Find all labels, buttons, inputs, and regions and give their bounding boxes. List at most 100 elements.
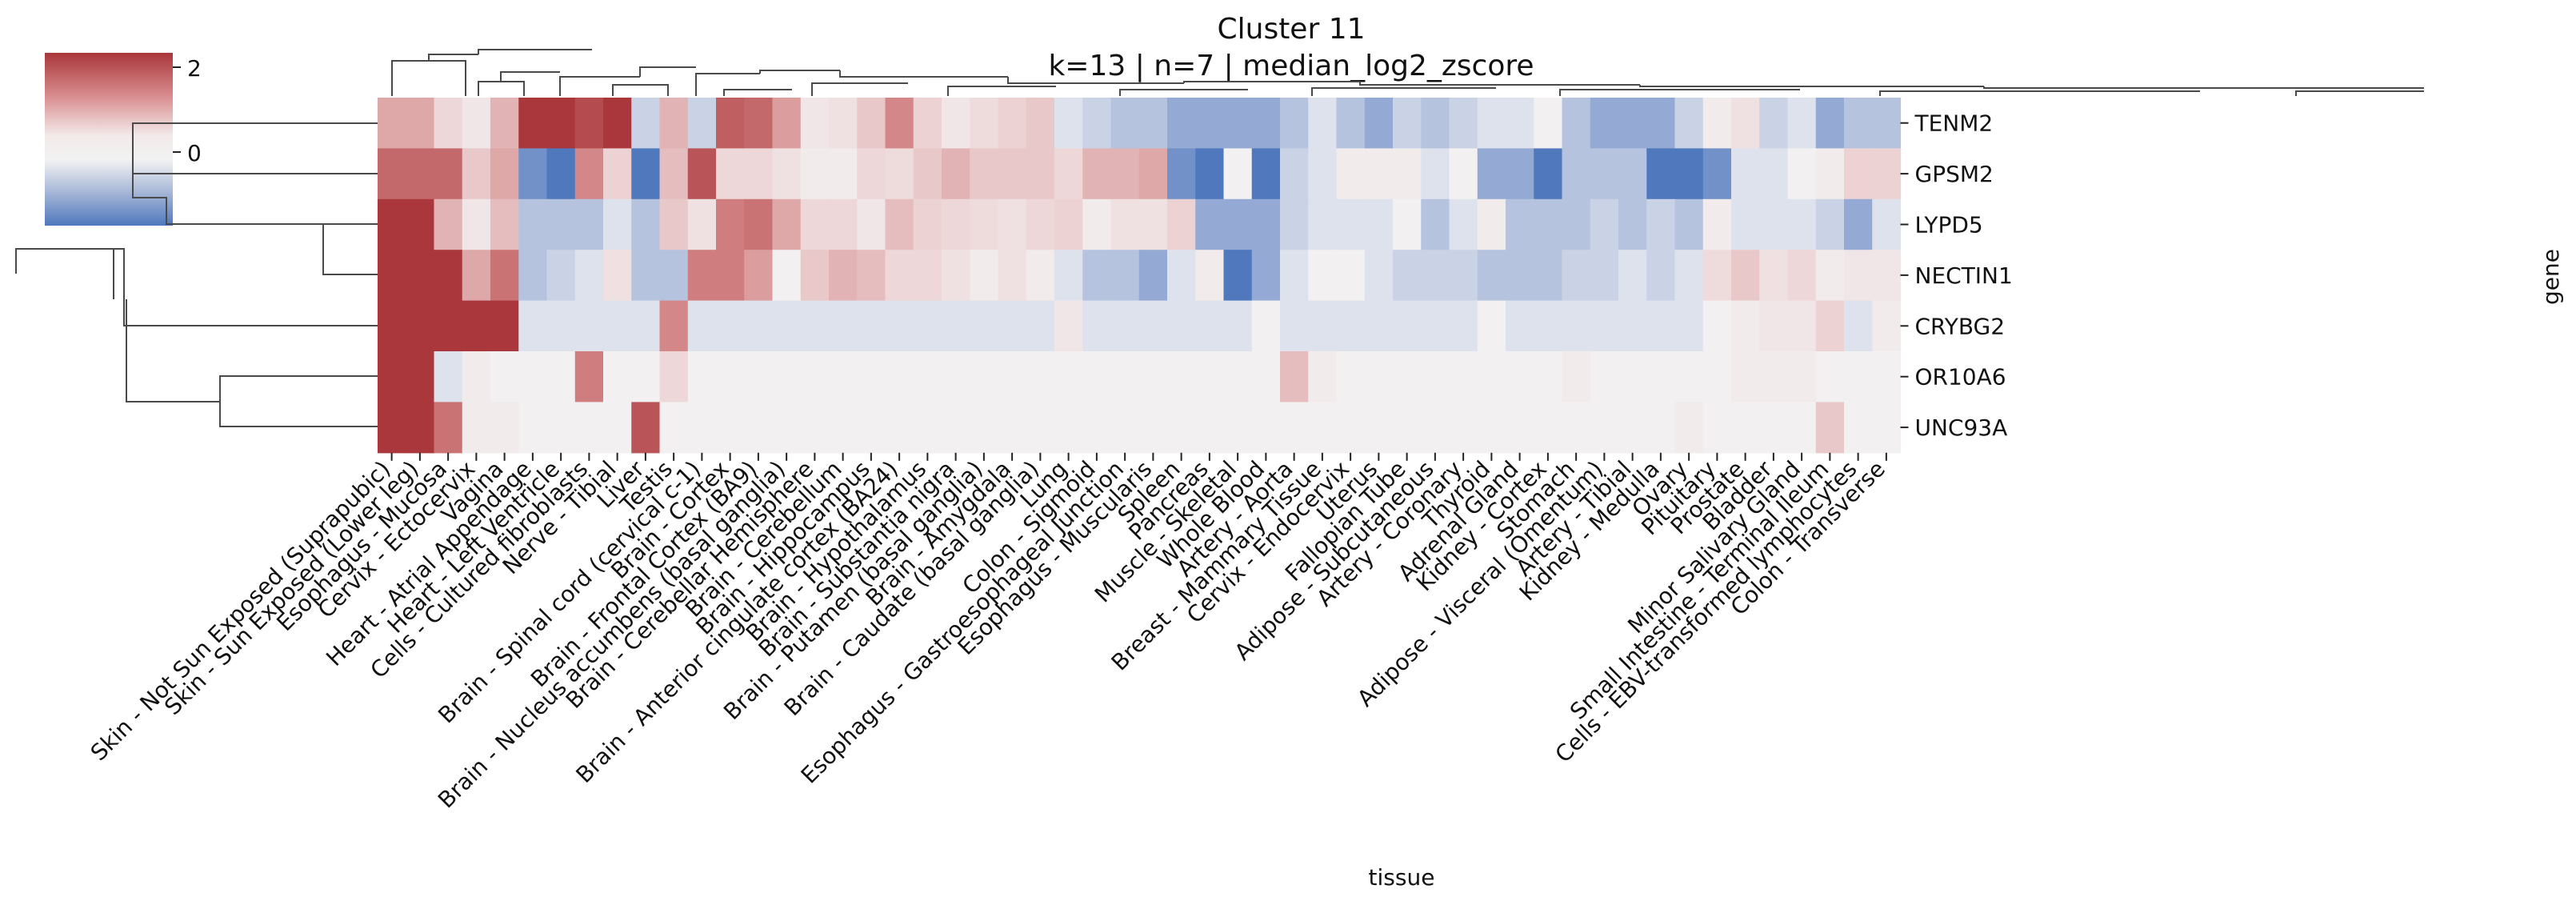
heatmap-cell (1787, 198, 1817, 250)
heatmap-cell (913, 198, 942, 250)
row-label: OR10A6 (1915, 364, 2006, 390)
heatmap-cell (1477, 300, 1506, 352)
heatmap-cell (829, 148, 858, 200)
heatmap-cell (1731, 300, 1760, 352)
heatmap-cell (603, 250, 632, 302)
heatmap-cell (1336, 402, 1366, 454)
heatmap-cell (1872, 300, 1902, 352)
heatmap-cell (1872, 402, 1902, 454)
heatmap-cell (1534, 98, 1563, 149)
heatmap-cell (829, 250, 858, 302)
heatmap-cell (490, 351, 519, 402)
heatmap-cell (885, 351, 914, 402)
heatmap-cell (829, 198, 858, 250)
heatmap-cell (1082, 198, 1112, 250)
heatmap-cell (1449, 98, 1478, 149)
heatmap-cell (1815, 148, 1845, 200)
heatmap-cell (1026, 148, 1055, 200)
heatmap-cell (1872, 351, 1902, 402)
heatmap-cell (1026, 402, 1055, 454)
heatmap-cell (1110, 300, 1140, 352)
heatmap-cell (772, 351, 802, 402)
heatmap-cell (1223, 98, 1253, 149)
heatmap-cell (687, 148, 717, 200)
heatmap-cell (998, 402, 1027, 454)
heatmap-cell (1082, 148, 1112, 200)
heatmap-cell (546, 198, 576, 250)
heatmap-cell (1844, 148, 1873, 200)
heatmap-cell (1308, 300, 1338, 352)
heatmap-cell (518, 250, 548, 302)
row-labels: TENM2 GPSM2 LYPD5 NECTIN1 CRYBG2 OR10A6 UNC93A (1900, 110, 2013, 441)
heatmap-cell (1759, 148, 1789, 200)
heatmap-cell (857, 250, 886, 302)
heatmap-cell (829, 98, 858, 149)
heatmap-cell (1364, 198, 1394, 250)
heatmap-cell (1082, 351, 1112, 402)
heatmap-cell (1167, 198, 1196, 250)
heatmap-cell (406, 300, 435, 352)
heatmap-cell (829, 300, 858, 352)
heatmap-cell (857, 300, 886, 352)
heatmap-cell (1195, 402, 1225, 454)
heatmap-cell (1562, 198, 1591, 250)
heatmap-cell (1646, 198, 1676, 250)
heatmap-cells (378, 98, 1902, 454)
heatmap-cell (406, 402, 435, 454)
heatmap-cell (1336, 250, 1366, 302)
heatmap-cell (970, 198, 999, 250)
heatmap-cell (1195, 148, 1225, 200)
heatmap-cell (1110, 198, 1140, 250)
heatmap-cell (687, 300, 717, 352)
heatmap-cell (687, 351, 717, 402)
colorbar-tick-label: 2 (187, 55, 202, 82)
heatmap-cell (1590, 198, 1619, 250)
heatmap-cell (1618, 250, 1647, 302)
heatmap-cell (885, 98, 914, 149)
heatmap-cell (659, 148, 689, 200)
heatmap-cell (1674, 250, 1704, 302)
heatmap-cell (1026, 351, 1055, 402)
heatmap-cell (772, 198, 802, 250)
chart-title: Cluster 11 (1217, 13, 1365, 46)
heatmap-cell (1787, 250, 1817, 302)
heatmap-cell (1138, 351, 1168, 402)
heatmap-cell (659, 198, 689, 250)
heatmap-cell (434, 250, 463, 302)
heatmap-cell (1449, 148, 1478, 200)
heatmap-cell (800, 402, 830, 454)
heatmap-cell (1336, 148, 1366, 200)
heatmap-cell (1674, 98, 1704, 149)
heatmap-cell (857, 198, 886, 250)
heatmap-cell (631, 300, 661, 352)
heatmap-cell (998, 351, 1027, 402)
heatmap-cell (406, 98, 435, 149)
heatmap-cell (772, 148, 802, 200)
heatmap-cell (800, 148, 830, 200)
heatmap-cell (1449, 402, 1478, 454)
heatmap-cell (1872, 250, 1902, 302)
heatmap-cell (1534, 351, 1563, 402)
heatmap-cell (1195, 300, 1225, 352)
heatmap-cell (1054, 148, 1083, 200)
heatmap-cell (885, 198, 914, 250)
heatmap-cell (574, 351, 604, 402)
heatmap-cell (1308, 98, 1338, 149)
heatmap-cell (1815, 198, 1845, 250)
heatmap-cell (1674, 402, 1704, 454)
colorbar-tick-label: 0 (187, 140, 202, 166)
heatmap-cell (942, 351, 970, 402)
heatmap-cell (1167, 402, 1196, 454)
heatmap-cell (1787, 300, 1817, 352)
heatmap-cell (1251, 198, 1281, 250)
heatmap-cell (1477, 98, 1506, 149)
heatmap-cell (546, 300, 576, 352)
heatmap-cell (1506, 148, 1534, 200)
heatmap-cell (1562, 98, 1591, 149)
heatmap-cell (1646, 402, 1676, 454)
y-axis-label: gene (2538, 249, 2564, 305)
heatmap-cell (1815, 250, 1845, 302)
heatmap-cell (1223, 250, 1253, 302)
heatmap-cell (857, 98, 886, 149)
